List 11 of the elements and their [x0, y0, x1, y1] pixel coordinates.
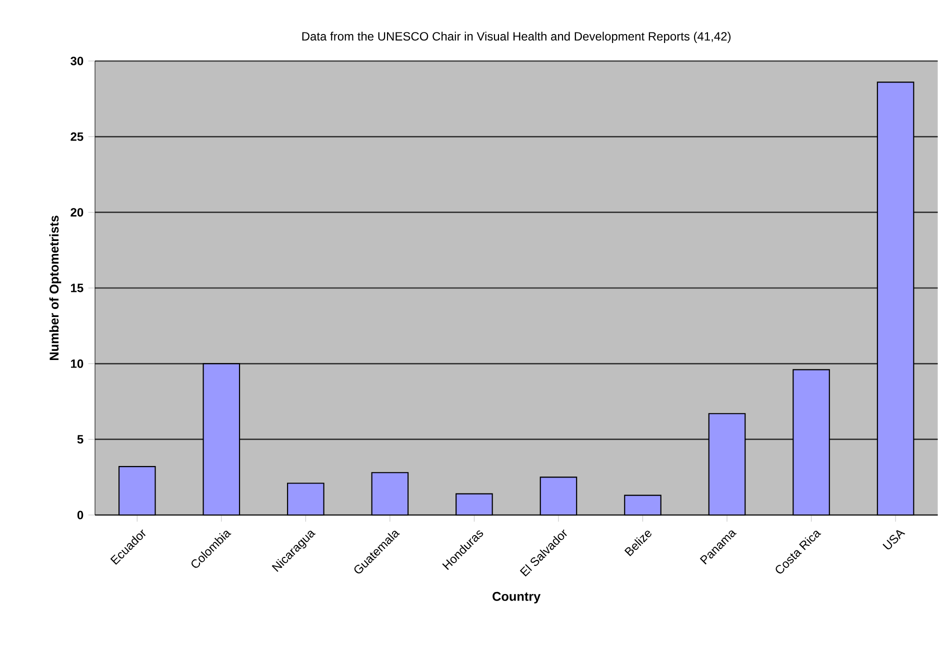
y-tick-label: 30	[70, 56, 84, 66]
chart-title: Data from the UNESCO Chair in Visual Health and Development Reports (41,42)	[302, 32, 731, 43]
y-tick-label: 5	[77, 435, 84, 444]
y-tick-label: 10	[71, 359, 84, 368]
y-tick-label: 20	[70, 208, 84, 217]
y-tick-label: 25	[70, 132, 84, 141]
y-axis-title: Number of Optometrists	[49, 216, 62, 360]
x-axis-title: Country	[492, 592, 541, 604]
y-tick-label: 0	[77, 510, 84, 520]
y-tick-label: 15	[71, 284, 84, 292]
x-tick-label: USA	[882, 530, 906, 550]
